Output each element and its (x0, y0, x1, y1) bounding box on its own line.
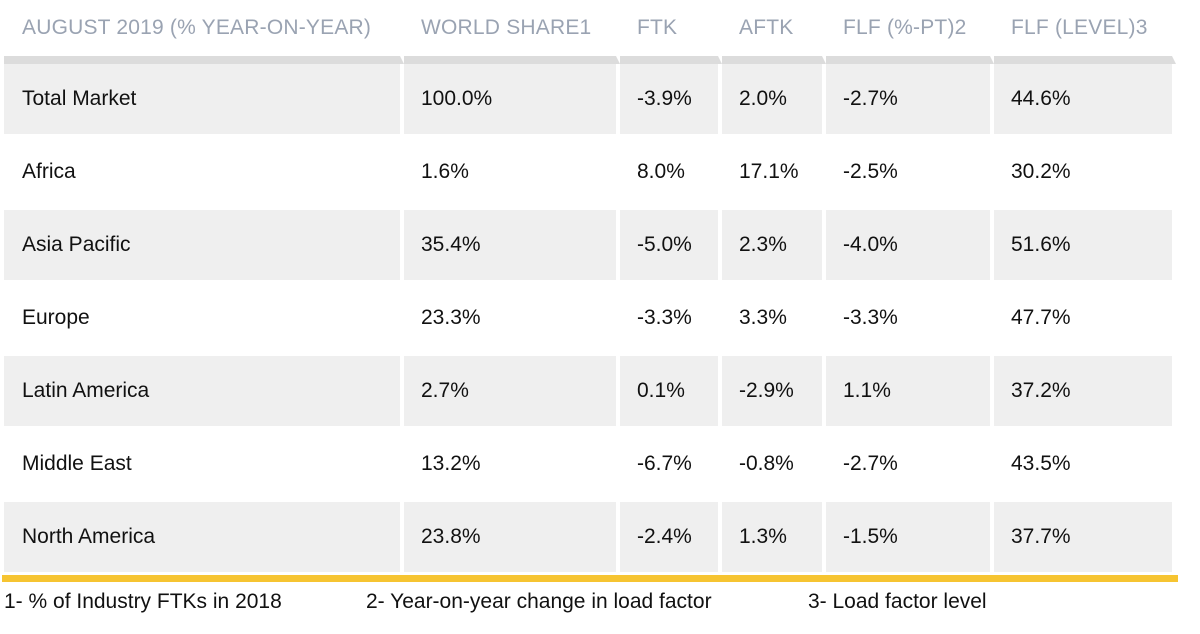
cell-world-share: 13.2% (404, 429, 620, 502)
cell-region: Total Market (4, 64, 404, 137)
header-row: AUGUST 2019 (% YEAR-ON-YEAR) WORLD SHARE… (4, 0, 1176, 64)
table-row: Latin America 2.7% 0.1% -2.9% 1.1% 37.2% (4, 356, 1176, 429)
cell-region: Middle East (4, 429, 404, 502)
cell-ftk: -5.0% (620, 210, 722, 283)
cell-region: North America (4, 502, 404, 575)
cell-flf-pt: -2.7% (826, 429, 994, 502)
cell-flf-level: 37.7% (994, 502, 1176, 575)
table-header: AUGUST 2019 (% YEAR-ON-YEAR) WORLD SHARE… (4, 0, 1176, 64)
cell-flf-pt: -3.3% (826, 283, 994, 356)
cell-aftk: 17.1% (722, 137, 826, 210)
table-row: Africa 1.6% 8.0% 17.1% -2.5% 30.2% (4, 137, 1176, 210)
table-body: Total Market 100.0% -3.9% 2.0% -2.7% 44.… (4, 64, 1176, 575)
cell-aftk: -2.9% (722, 356, 826, 429)
header-world-share: WORLD SHARE1 (404, 0, 620, 64)
footnote-1: 1- % of Industry FTKs in 2018 (4, 590, 282, 613)
cell-world-share: 1.6% (404, 137, 620, 210)
cell-region: Europe (4, 283, 404, 356)
cell-aftk: 2.3% (722, 210, 826, 283)
accent-divider (2, 575, 1178, 582)
cell-flf-pt: -4.0% (826, 210, 994, 283)
cell-region: Asia Pacific (4, 210, 404, 283)
cell-world-share: 23.3% (404, 283, 620, 356)
cell-aftk: 3.3% (722, 283, 826, 356)
cell-ftk: -3.3% (620, 283, 722, 356)
cell-flf-level: 37.2% (994, 356, 1176, 429)
table-row: Europe 23.3% -3.3% 3.3% -3.3% 47.7% (4, 283, 1176, 356)
cell-flf-level: 30.2% (994, 137, 1176, 210)
header-aftk: AFTK (722, 0, 826, 64)
cell-aftk: 1.3% (722, 502, 826, 575)
cell-ftk: -3.9% (620, 64, 722, 137)
cell-ftk: 8.0% (620, 137, 722, 210)
cell-world-share: 35.4% (404, 210, 620, 283)
cell-flf-level: 43.5% (994, 429, 1176, 502)
cell-world-share: 23.8% (404, 502, 620, 575)
cell-ftk: -6.7% (620, 429, 722, 502)
cell-aftk: 2.0% (722, 64, 826, 137)
cell-flf-pt: -2.5% (826, 137, 994, 210)
header-flf-pt: FLF (%-PT)2 (826, 0, 994, 64)
cell-flf-level: 47.7% (994, 283, 1176, 356)
cell-flf-level: 44.6% (994, 64, 1176, 137)
cell-world-share: 100.0% (404, 64, 620, 137)
cell-region: Africa (4, 137, 404, 210)
cell-flf-pt: -2.7% (826, 64, 994, 137)
footnotes: 1- % of Industry FTKs in 2018 2- Year-on… (0, 590, 1200, 620)
cell-aftk: -0.8% (722, 429, 826, 502)
cargo-market-table-wrap: AUGUST 2019 (% YEAR-ON-YEAR) WORLD SHARE… (4, 0, 1176, 575)
header-flf-level: FLF (LEVEL)3 (994, 0, 1176, 64)
footnote-3: 3- Load factor level (808, 590, 987, 613)
cell-ftk: 0.1% (620, 356, 722, 429)
table-row: North America 23.8% -2.4% 1.3% -1.5% 37.… (4, 502, 1176, 575)
cell-flf-pt: -1.5% (826, 502, 994, 575)
table-row: Total Market 100.0% -3.9% 2.0% -2.7% 44.… (4, 64, 1176, 137)
cell-region: Latin America (4, 356, 404, 429)
footnote-2: 2- Year-on-year change in load factor (366, 590, 712, 613)
cell-world-share: 2.7% (404, 356, 620, 429)
header-ftk: FTK (620, 0, 722, 64)
header-region: AUGUST 2019 (% YEAR-ON-YEAR) (4, 0, 404, 64)
cell-ftk: -2.4% (620, 502, 722, 575)
cell-flf-level: 51.6% (994, 210, 1176, 283)
cargo-market-table: AUGUST 2019 (% YEAR-ON-YEAR) WORLD SHARE… (4, 0, 1176, 575)
cell-flf-pt: 1.1% (826, 356, 994, 429)
table-row: Middle East 13.2% -6.7% -0.8% -2.7% 43.5… (4, 429, 1176, 502)
table-row: Asia Pacific 35.4% -5.0% 2.3% -4.0% 51.6… (4, 210, 1176, 283)
